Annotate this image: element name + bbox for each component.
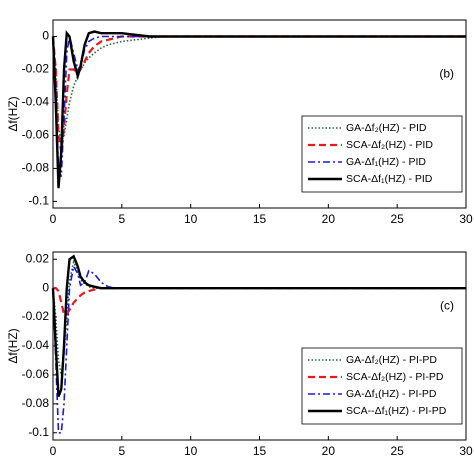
legend-label: GA-Δf₁(HZ) - PI-PD [346,388,437,400]
legend-label: SCA-Δf₁(HZ) - PID [346,173,433,185]
y-tick-label: -0.1 [28,425,49,439]
legend: GA-Δf₂(HZ) - PID SCA-Δf₂(HZ) - PID GA-Δf₁(… [301,115,463,193]
x-tick-label: 5 [118,212,125,226]
y-axis-label: Δf(HZ) [6,96,20,131]
y-axis-label: Δf(HZ) [6,328,20,363]
panel: 0 5 10 15 20 25 30 0 -0.02 -0.04 -0.06 -0.08 -0.1 Δf(… [6,19,473,226]
x-tick-label: 20 [322,444,336,458]
x-tick-label: 0 [50,444,57,458]
y-tick-label: 0.02 [26,251,50,265]
x-tick-label: 30 [459,444,473,458]
x-tick-label: 25 [390,212,404,226]
y-tick-label: -0.1 [28,194,49,208]
y-tick-label: -0.04 [22,95,50,109]
x-tick-label: 5 [118,444,125,458]
y-tick-label: 0 [42,29,49,43]
series-line [51,254,466,398]
legend-label: GA-Δf₂(HZ) - PID [346,122,427,134]
series-line [52,35,466,177]
legend-label: SCA-Δf₂(HZ) - PID [346,139,433,151]
panel-label: (c) [440,299,454,313]
series-line [51,30,466,189]
y-tick-label: -0.02 [22,309,50,323]
legend-label: GA-Δf₂(HZ) - PI-PD [346,354,437,366]
y-tick-label: -0.08 [22,161,50,175]
x-tick-label: 30 [459,212,473,226]
x-tick-label: 0 [50,212,57,226]
x-tick-label: 10 [184,212,198,226]
x-tick-label: 10 [184,444,198,458]
y-tick-label: -0.06 [22,367,50,381]
legend-label: SCA--Δf₁(HZ) - PI-PD [346,405,447,417]
y-tick-label: -0.02 [22,62,50,76]
x-tick-label: 15 [253,212,267,226]
x-tick-label: 25 [390,444,404,458]
y-tick-label: -0.04 [22,338,50,352]
x-tick-label: 20 [322,212,336,226]
y-tick-label: -0.06 [22,128,50,142]
y-tick-label: -0.08 [22,396,50,410]
y-tick-label: 0 [42,280,49,294]
x-tick-label: 15 [253,444,267,458]
legend: GA-Δf₂(HZ) - PI-PD SCA-Δf₂(HZ) - PI-PD GA-… [301,347,463,425]
legend-label: GA-Δf₁(HZ) - PID [346,156,426,168]
panel: 0 5 10 15 20 25 30 0.02 0 -0.02 -0.04 -0.06 -0.08 -0.… [6,251,473,458]
panel-label: (b) [439,67,454,81]
legend-label: SCA-Δf₂(HZ) - PI-PD [346,371,444,383]
